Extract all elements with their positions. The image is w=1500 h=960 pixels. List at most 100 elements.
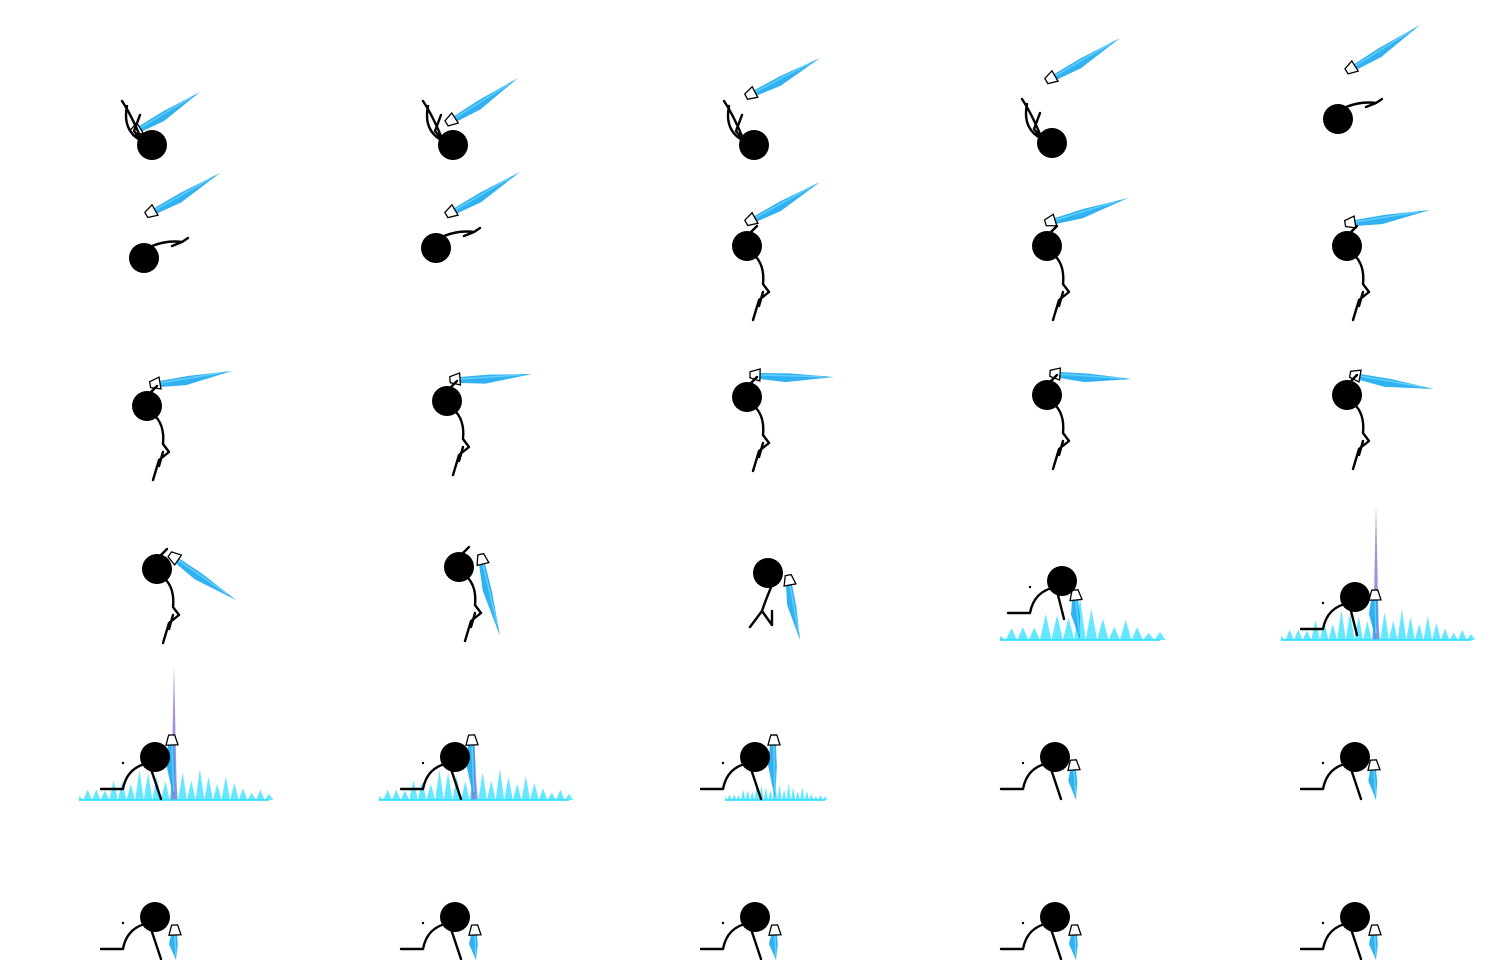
head [140,902,170,932]
blade-glow [171,744,175,792]
limbs [1351,252,1371,322]
sprite-frame-27 [399,902,482,960]
arm [149,384,159,394]
blade-edge [759,373,834,383]
sprite-frame-26 [99,902,182,960]
sword-hilt [767,734,781,746]
blade-edge [1354,210,1430,226]
blade-glow [174,934,177,957]
blade-edge [768,934,778,960]
blade-glow [773,744,776,792]
sword-hilt [465,734,479,746]
head [1323,104,1353,134]
limbs [120,99,144,143]
head [440,902,470,932]
blade-glow [454,83,509,119]
splash [725,780,828,800]
sprite-frame-23 [699,734,828,801]
sprite-frame-18 [748,558,800,640]
head [740,902,770,932]
head [753,558,783,588]
head [432,386,462,416]
sprite-frame-20 [1281,505,1476,641]
head [142,554,172,584]
sprite-frame-8 [732,182,820,322]
sword-hilt [1367,759,1381,772]
blade-glow [1354,30,1411,67]
blade-glow [139,96,192,129]
arm [1049,373,1059,383]
head [438,130,468,160]
sword-hilt [1343,215,1357,229]
sword-hilt [165,734,179,746]
head [1332,231,1362,261]
blade-glow [177,559,228,595]
head [1340,902,1370,932]
blade-edge [479,563,500,636]
sword-hilt [1067,759,1081,772]
sword-hilt [743,211,759,227]
limbs [161,575,181,645]
sprite-frame-30 [1299,902,1382,960]
limbs [442,226,482,238]
blade-glow [1354,211,1419,223]
limbs [751,252,771,322]
head [137,130,167,160]
sword-hilt [1368,924,1382,936]
sprite-frame-12 [432,372,532,477]
sword-hilt [1044,69,1060,85]
head [444,552,474,582]
arm [1349,373,1359,383]
sword-hilt [167,551,183,567]
blade-glow [1054,43,1111,77]
head [1037,128,1067,158]
head [140,742,170,772]
head [1332,380,1362,410]
head [732,382,762,412]
blade-glow [159,372,222,384]
sword-hilt [1068,924,1082,936]
sprite-frame-16 [142,547,236,645]
head [1032,231,1062,261]
blade-edge [786,584,800,640]
sprite-frame-13 [732,368,834,473]
arm [1349,224,1359,234]
sprite-frame-19 [1000,566,1166,641]
limbs [1051,401,1071,471]
head [1340,582,1370,612]
head [129,243,159,273]
limbs [151,412,171,482]
limbs [748,583,774,629]
sword-hilt [1344,59,1360,75]
blade-glow [1075,599,1081,635]
limbs [751,403,771,473]
sprite-frame-7 [421,172,520,263]
arm [461,545,471,555]
limbs [463,573,483,643]
blade-edge [1054,198,1128,224]
sword-hilt [468,924,482,936]
head [1040,902,1070,932]
head [132,391,162,421]
blade-edge [459,374,532,384]
limbs [451,407,471,477]
blade-glow [459,374,522,380]
sprite-frame-9 [1032,198,1128,322]
sword-hilt [1069,589,1083,602]
arm [1049,224,1059,234]
blade-edge [1071,599,1080,640]
blade-glow [1374,599,1377,635]
head [1040,742,1070,772]
head [1047,566,1077,596]
sword-hilt [1043,213,1058,227]
head [421,233,451,263]
head [732,231,762,261]
limbs [722,99,746,143]
arm [749,375,759,385]
sprite-frame-15 [1332,369,1434,471]
blade-glow [1054,200,1118,221]
sword-hilt [476,552,490,567]
sprite-frame-5 [1323,25,1420,134]
limbs [421,99,445,143]
